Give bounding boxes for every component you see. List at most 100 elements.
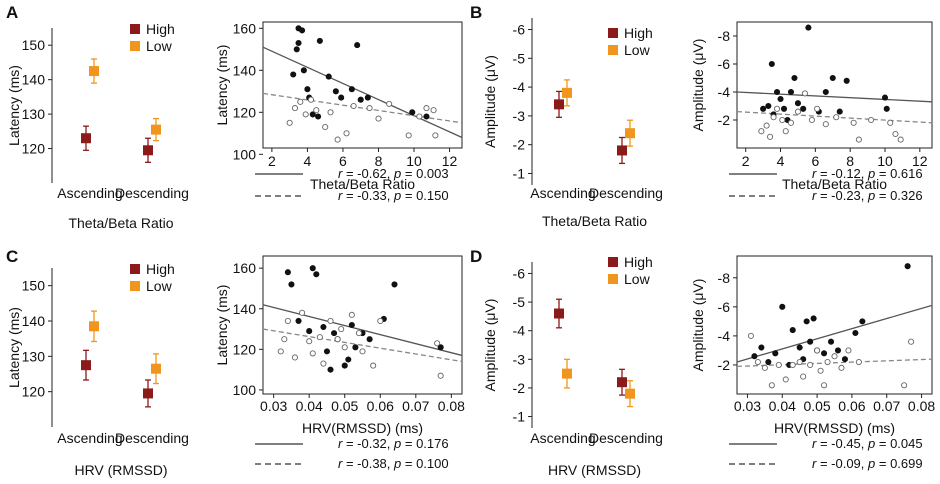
data-point-low-A-scatter — [322, 123, 329, 131]
data-point-low-A-scatter — [343, 130, 350, 137]
data-point-high-C-scatter — [366, 336, 373, 343]
x-axis-label-C-scatter: HRV(RMSSD) (ms) — [302, 420, 423, 436]
x-axis-label-B: Theta/Beta Ratio — [542, 213, 647, 229]
data-point-low-C-scatter — [359, 348, 366, 355]
data-point-high-C-scatter — [327, 366, 334, 373]
data-point-high-D-scatter — [789, 327, 796, 334]
x-axis-label-A-scatter: Theta/Beta Ratio — [310, 176, 415, 192]
stats-text-D-scatter: r = -0.09, p = 0.699 — [812, 456, 923, 471]
data-point-low-B-scatter — [782, 128, 789, 135]
data-point-high-D-scatter — [834, 347, 842, 354]
mean-marker-low-B — [625, 128, 635, 139]
fit-line-high-A-scatter — [262, 46, 463, 139]
x-tick-label-A-scatter: 6 — [339, 153, 347, 169]
legend-label-low-B: Low — [624, 42, 651, 58]
stats-text-part: p — [867, 456, 875, 471]
data-point-low-A-scatter — [286, 119, 293, 126]
category-label-A: Ascending — [57, 185, 122, 201]
stats-text-B-scatter: r = -0.23, p = 0.326 — [812, 188, 923, 203]
mean-marker-high-D — [554, 308, 564, 319]
data-point-low-D-scatter — [821, 382, 828, 389]
y-tick-label-B: -3 — [513, 108, 526, 124]
y-tick-label-C-scatter: 140 — [233, 301, 257, 317]
stats-text-part: = 0.326 — [875, 188, 922, 203]
panel-letter-C: C — [6, 247, 18, 266]
data-point-high-A-scatter — [293, 46, 300, 53]
y-tick-label-A: 140 — [22, 72, 46, 88]
data-point-high-D-scatter — [751, 353, 758, 360]
y-tick-label-C-scatter: 120 — [233, 341, 257, 357]
x-tick-label-C-scatter: 0.04 — [296, 398, 323, 414]
legend-label-low-A: Low — [146, 38, 173, 54]
panel-letter-D: D — [470, 247, 482, 266]
y-tick-label-D-scatter: -8 — [718, 270, 731, 286]
data-point-high-A-scatter — [357, 96, 364, 103]
data-point-low-C-scatter — [437, 372, 444, 379]
fit-line-high-D-scatter — [736, 304, 933, 363]
data-point-high-D-scatter — [852, 329, 859, 337]
y-axis-label-A: Latency (ms) — [6, 65, 22, 146]
data-point-low-D-scatter — [754, 358, 761, 366]
data-point-high-D-scatter — [779, 303, 786, 310]
data-point-low-C-scatter — [377, 317, 384, 324]
data-point-low-B-scatter — [794, 108, 801, 115]
x-tick-label-B-scatter: 8 — [846, 153, 854, 169]
stats-text-part: = -0.45, — [816, 436, 868, 451]
data-point-high-C-scatter — [348, 321, 355, 329]
data-point-low-B-scatter — [855, 136, 862, 143]
stats-text-part: p — [393, 456, 401, 471]
data-point-low-C-scatter — [434, 340, 441, 347]
y-axis-label-C: Latency (ms) — [6, 307, 22, 388]
data-point-high-C-scatter — [437, 344, 444, 351]
x-axis-label-B-scatter: Theta/Beta Ratio — [782, 176, 887, 192]
data-point-low-B-scatter — [767, 133, 774, 140]
stats-text-part: = 0.176 — [401, 436, 448, 451]
legend-swatch-low-B — [608, 45, 618, 55]
x-tick-label-D-scatter: 0.08 — [908, 398, 935, 414]
x-axis-label-C: HRV (RMSSD) — [74, 462, 167, 478]
data-point-high-C-scatter — [345, 356, 352, 363]
category-label-B: Descending — [589, 185, 663, 201]
mean-marker-low-C — [89, 321, 99, 332]
data-point-low-A-scatter — [291, 105, 299, 112]
plot-frame-D-scatter — [736, 255, 933, 395]
fit-line-high-B-scatter — [736, 91, 933, 103]
mean-marker-high-D — [617, 377, 627, 388]
x-tick-label-C-scatter: 0.03 — [260, 398, 287, 414]
data-point-high-C-scatter — [284, 269, 291, 276]
data-point-high-A-scatter — [309, 111, 316, 118]
data-point-low-C-scatter — [309, 350, 316, 357]
data-point-low-A-scatter — [416, 113, 423, 120]
data-point-low-C-scatter — [306, 338, 313, 345]
data-point-high-D-scatter — [841, 356, 848, 363]
y-tick-label-A-scatter: 140 — [233, 62, 257, 78]
data-point-high-A-scatter — [423, 113, 430, 120]
y-tick-label-B: -5 — [513, 50, 526, 66]
stats-text-part: = -0.09, — [816, 456, 868, 471]
data-point-low-D-scatter — [747, 332, 754, 339]
y-axis-label-C-scatter: Latency (ms) — [214, 285, 230, 366]
data-point-high-D-scatter — [796, 344, 803, 351]
y-tick-label-D: -1 — [513, 409, 526, 425]
data-point-high-B-scatter — [777, 95, 784, 103]
x-tick-label-B-scatter: 12 — [912, 153, 928, 169]
stats-text-part: p — [867, 188, 875, 203]
x-tick-label-C-scatter: 0.08 — [438, 398, 465, 414]
data-point-high-A-scatter — [290, 71, 297, 78]
data-point-low-A-scatter — [430, 107, 437, 114]
x-tick-label-D-scatter: 0.04 — [769, 398, 796, 414]
data-point-low-C-scatter — [284, 317, 291, 324]
data-point-low-D-scatter — [824, 358, 831, 366]
y-tick-label-D: -2 — [513, 380, 526, 396]
mean-marker-high-B — [554, 99, 564, 110]
data-point-high-B-scatter — [794, 100, 801, 107]
data-point-low-C-scatter — [291, 354, 299, 361]
data-point-low-B-scatter — [868, 116, 875, 124]
legend-label-high-A: High — [146, 21, 175, 37]
stats-text-part: p — [393, 166, 401, 181]
data-point-low-D-scatter — [768, 382, 775, 389]
y-tick-label-A: 120 — [22, 141, 46, 157]
legend-swatch-low-D — [608, 274, 618, 284]
data-point-high-A-scatter — [316, 37, 323, 44]
data-point-low-B-scatter — [763, 122, 770, 129]
